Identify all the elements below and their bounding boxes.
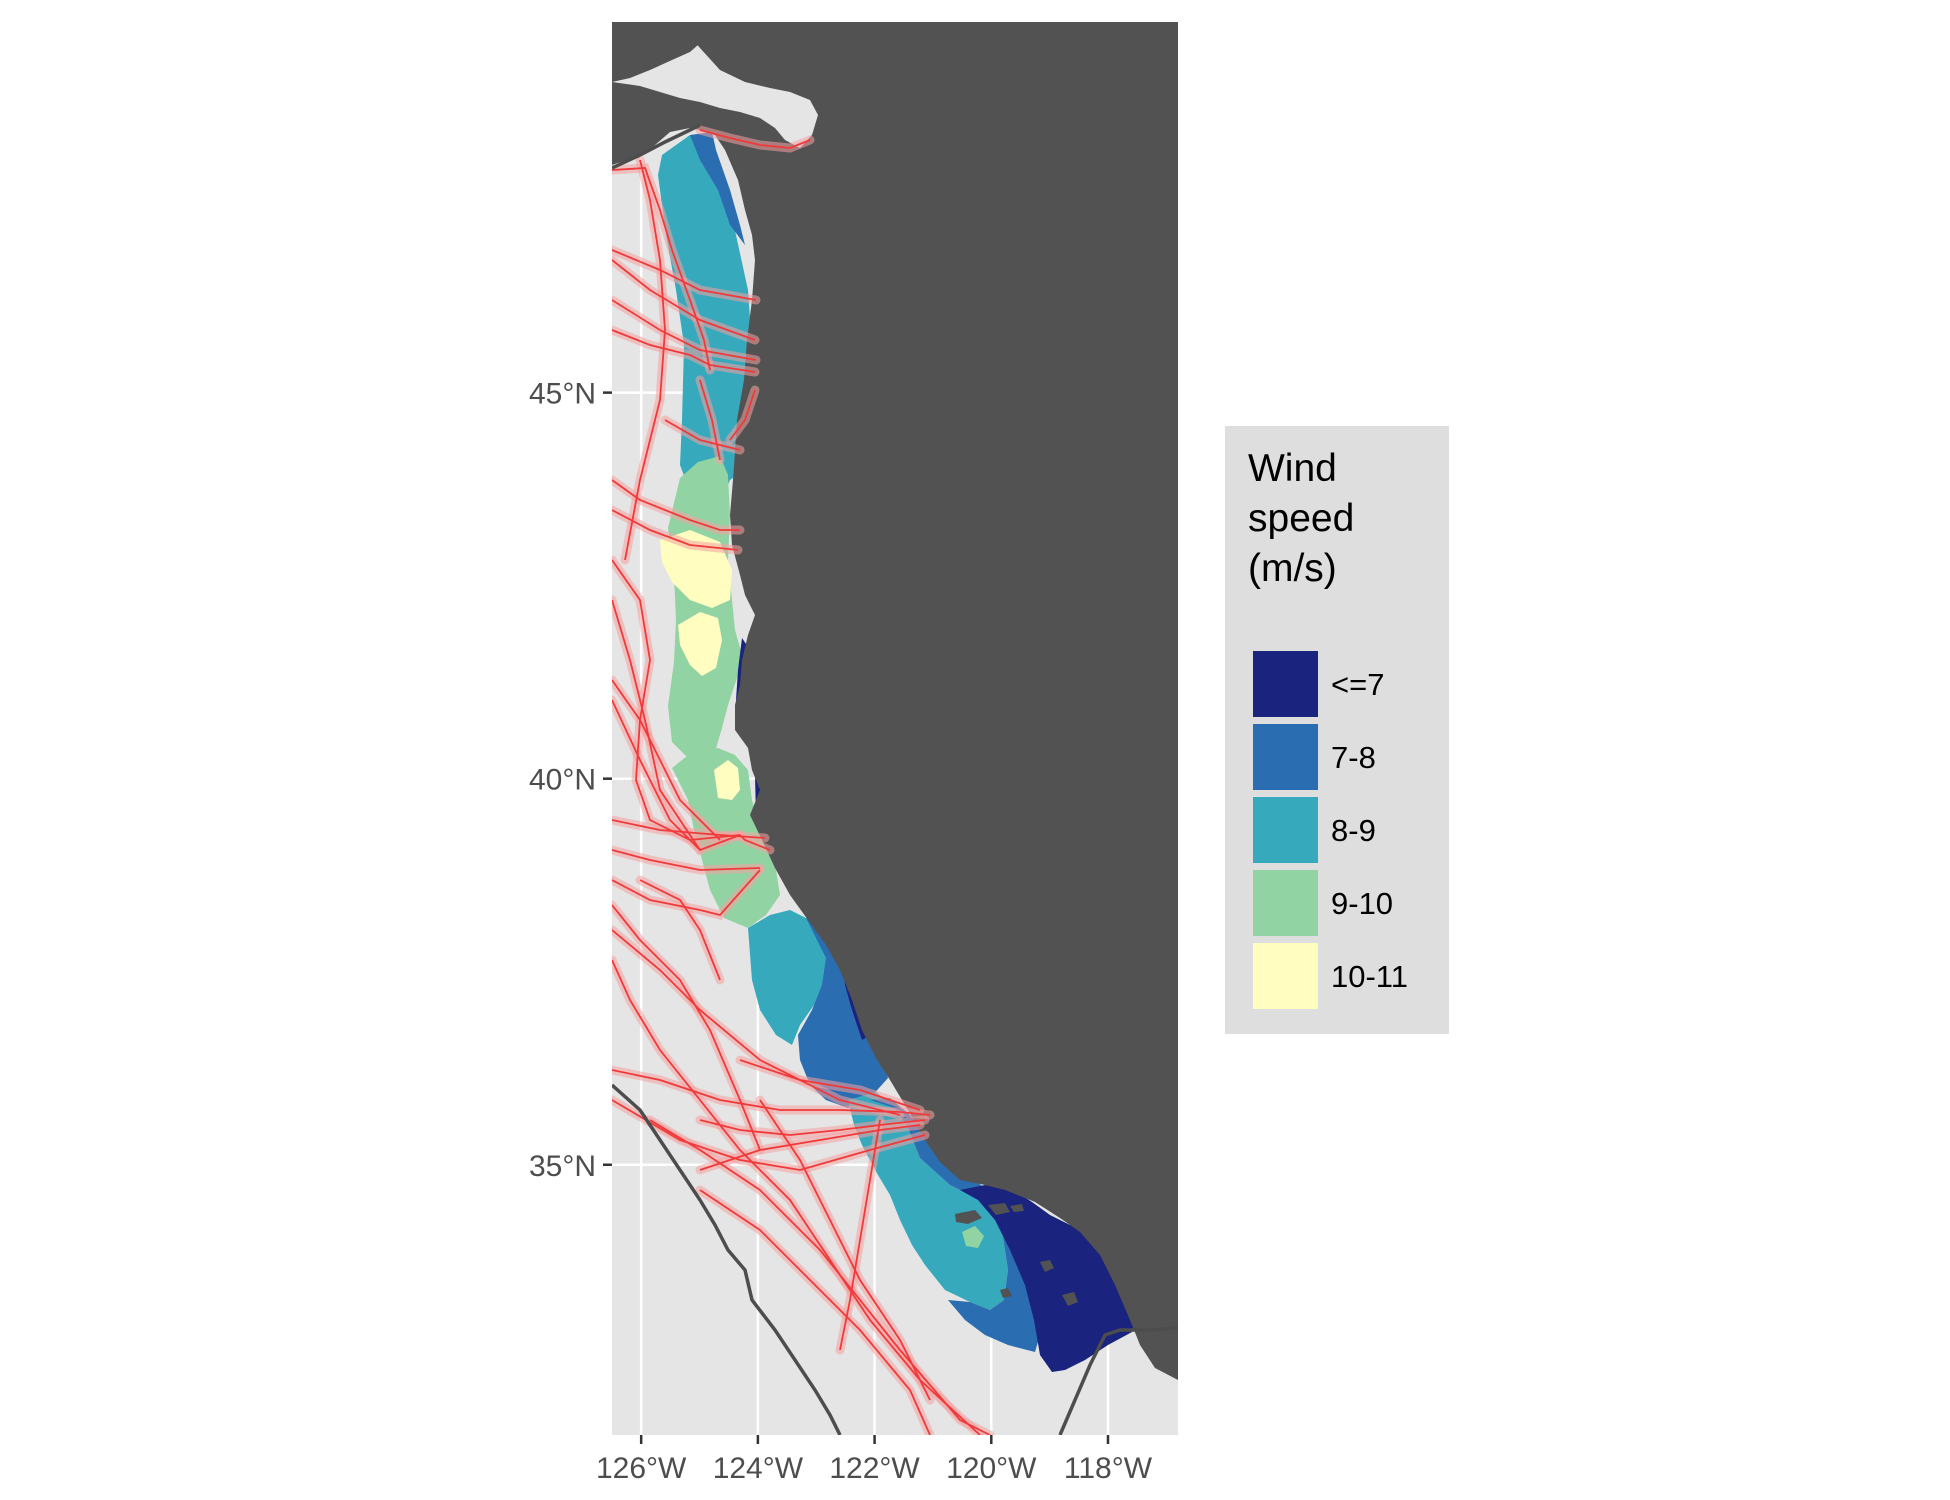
x-tick-label: 120°W	[946, 1452, 1037, 1485]
shipping-lane	[699, 379, 721, 461]
shipping-lane	[612, 509, 739, 551]
boundary-north	[612, 123, 701, 170]
shipping-lane	[612, 959, 981, 1435]
zone-8-9-central	[748, 910, 832, 1045]
y-tick-label: 40°N	[529, 764, 596, 797]
legend-swatch	[1253, 943, 1318, 1009]
zone-7-8-north	[690, 132, 745, 245]
legend-item-label: 9-10	[1331, 886, 1393, 921]
y-tick-label: 45°N	[529, 378, 596, 411]
x-tick-label: 124°W	[713, 1452, 804, 1485]
x-tick-label: 126°W	[596, 1452, 687, 1485]
legend-item-label: 7-8	[1331, 740, 1376, 775]
channel-island-5	[1062, 1292, 1078, 1306]
channel-island-6	[1000, 1288, 1012, 1298]
shipping-lanes	[612, 125, 995, 1435]
legend-title: Wind speed (m/s)	[1248, 447, 1365, 590]
channel-island-2	[988, 1203, 1010, 1215]
x-tick-label: 118°W	[1064, 1452, 1153, 1485]
shipping-lane	[699, 129, 811, 149]
shipping-lane	[839, 1119, 881, 1351]
channel-island-1	[955, 1210, 982, 1224]
shipping-lane	[699, 1189, 931, 1435]
shipping-lane	[612, 599, 741, 852]
legend-items: <=7 7-8 8-9 9-10 10-11	[1253, 651, 1408, 1009]
legend-title-line-2: speed	[1248, 497, 1354, 540]
legend-item-label: <=7	[1331, 667, 1384, 702]
legend-item-label: 8-9	[1331, 813, 1376, 848]
legend-swatch	[1253, 870, 1318, 936]
legend-item-label: 10-11	[1331, 959, 1408, 994]
legend-swatch	[1253, 651, 1318, 717]
shipping-lane	[664, 419, 741, 451]
shipping-lane	[612, 1099, 926, 1171]
map-panel	[612, 22, 1178, 1435]
zone-10-11-south-cape	[678, 612, 722, 676]
boundary-south	[612, 1083, 842, 1435]
x-axis: 126°W 124°W 122°W 120°W 118°W	[596, 1435, 1153, 1485]
shipping-lane	[612, 1069, 931, 1116]
shipping-lane	[612, 249, 757, 301]
shipping-lane	[612, 679, 721, 841]
shipping-lane	[612, 479, 740, 531]
x-tick-label: 122°W	[829, 1452, 920, 1485]
legend-title-line-1: Wind	[1248, 447, 1337, 490]
shipping-lane	[612, 869, 761, 917]
vancouver-island	[612, 22, 706, 82]
shipping-lane	[612, 929, 901, 1116]
channel-island-3	[1010, 1204, 1024, 1212]
boundary-mexico	[1058, 1326, 1178, 1435]
shipping-lane	[739, 834, 771, 851]
shipping-lane	[624, 159, 666, 561]
channel-island-4	[1040, 1260, 1054, 1272]
legend-swatch	[1253, 797, 1318, 863]
zone-le7-bight	[960, 1185, 1140, 1372]
zone-10-11-mid	[714, 760, 740, 800]
shipping-lane	[612, 699, 701, 851]
shipping-lane	[612, 299, 757, 361]
zone-9-10-islands	[962, 1226, 984, 1248]
shipping-lane	[639, 879, 721, 981]
zone-7-8-central	[798, 918, 888, 1108]
legend-title-line-3: (m/s)	[1248, 547, 1337, 590]
shipping-lane	[759, 1099, 931, 1401]
shipping-lane	[649, 1119, 991, 1435]
shipping-lane	[699, 1119, 926, 1136]
shipping-lane	[612, 259, 756, 341]
shipping-lane	[612, 329, 756, 373]
shipping-lane	[612, 559, 741, 841]
y-tick-label: 35°N	[529, 1150, 596, 1183]
shipping-lane	[612, 849, 761, 871]
shipping-lane	[739, 1059, 921, 1111]
shipping-lane	[612, 904, 761, 1151]
shipping-lane	[612, 167, 711, 371]
shipping-lane	[729, 389, 756, 441]
legend-swatch	[1253, 724, 1318, 790]
y-axis: 45°N 40°N 35°N	[529, 378, 612, 1183]
shipping-lane	[699, 1124, 921, 1171]
legend: Wind speed (m/s) <=7 7-8 8-9 9-10 10-11	[1225, 426, 1449, 1034]
maritime-boundary	[612, 123, 1178, 1435]
